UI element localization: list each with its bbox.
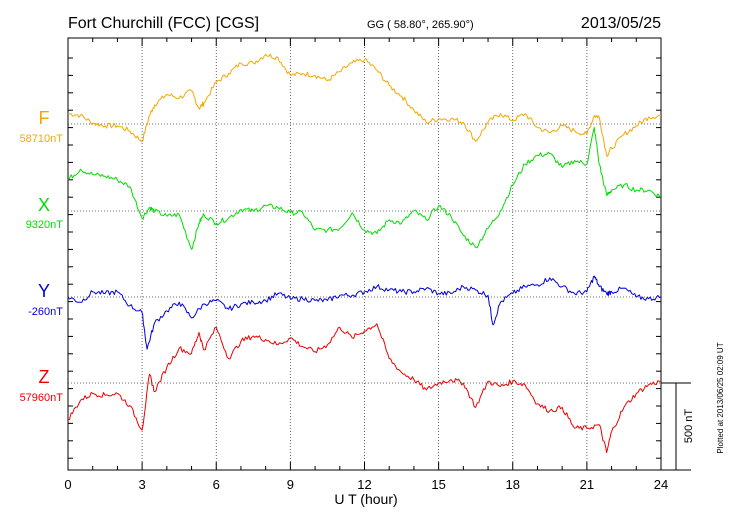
x-tick-label: 6 xyxy=(213,477,220,492)
baseline-label-y: -260nT xyxy=(28,306,63,318)
x-tick-label: 24 xyxy=(654,477,668,492)
series-label-x: X xyxy=(38,195,50,215)
x-tick-label: 3 xyxy=(139,477,146,492)
series-label-f: F xyxy=(39,108,50,128)
series-label-y: Y xyxy=(38,281,50,301)
x-tick-label: 0 xyxy=(64,477,71,492)
series-line-x xyxy=(67,127,662,250)
station-title: Fort Churchill (FCC) [CGS] xyxy=(68,15,259,32)
plotted-at-note: Plotted at 2013/06/25 02:09 UT xyxy=(716,342,725,453)
baseline-label-z: 57960nT xyxy=(20,392,64,404)
x-tick-label: 18 xyxy=(506,477,520,492)
x-tick-label: 15 xyxy=(431,477,445,492)
axis-ticks xyxy=(67,38,662,470)
series-line-y xyxy=(67,275,662,350)
x-tick-label: 21 xyxy=(580,477,594,492)
x-tick-label: 12 xyxy=(357,477,371,492)
x-tick-label: 9 xyxy=(287,477,294,492)
scale-bar-label: 500 nT xyxy=(683,409,695,444)
x-tick-labels: 0 3 6 9 12 15 18 21 24 xyxy=(64,477,668,492)
baseline-label-x: 9320nT xyxy=(26,219,64,231)
baseline-label-f: 58710nT xyxy=(20,133,64,145)
coordinates-label: GG ( 58.80°, 265.90°) xyxy=(367,19,474,31)
series-label-z: Z xyxy=(39,367,50,387)
series-lines xyxy=(67,53,662,454)
series-line-f xyxy=(67,53,661,157)
grid-lines xyxy=(68,38,661,470)
date-label: 2013/05/25 xyxy=(581,15,661,32)
x-axis-label: U T (hour) xyxy=(334,491,397,507)
series-line-z xyxy=(67,323,662,454)
